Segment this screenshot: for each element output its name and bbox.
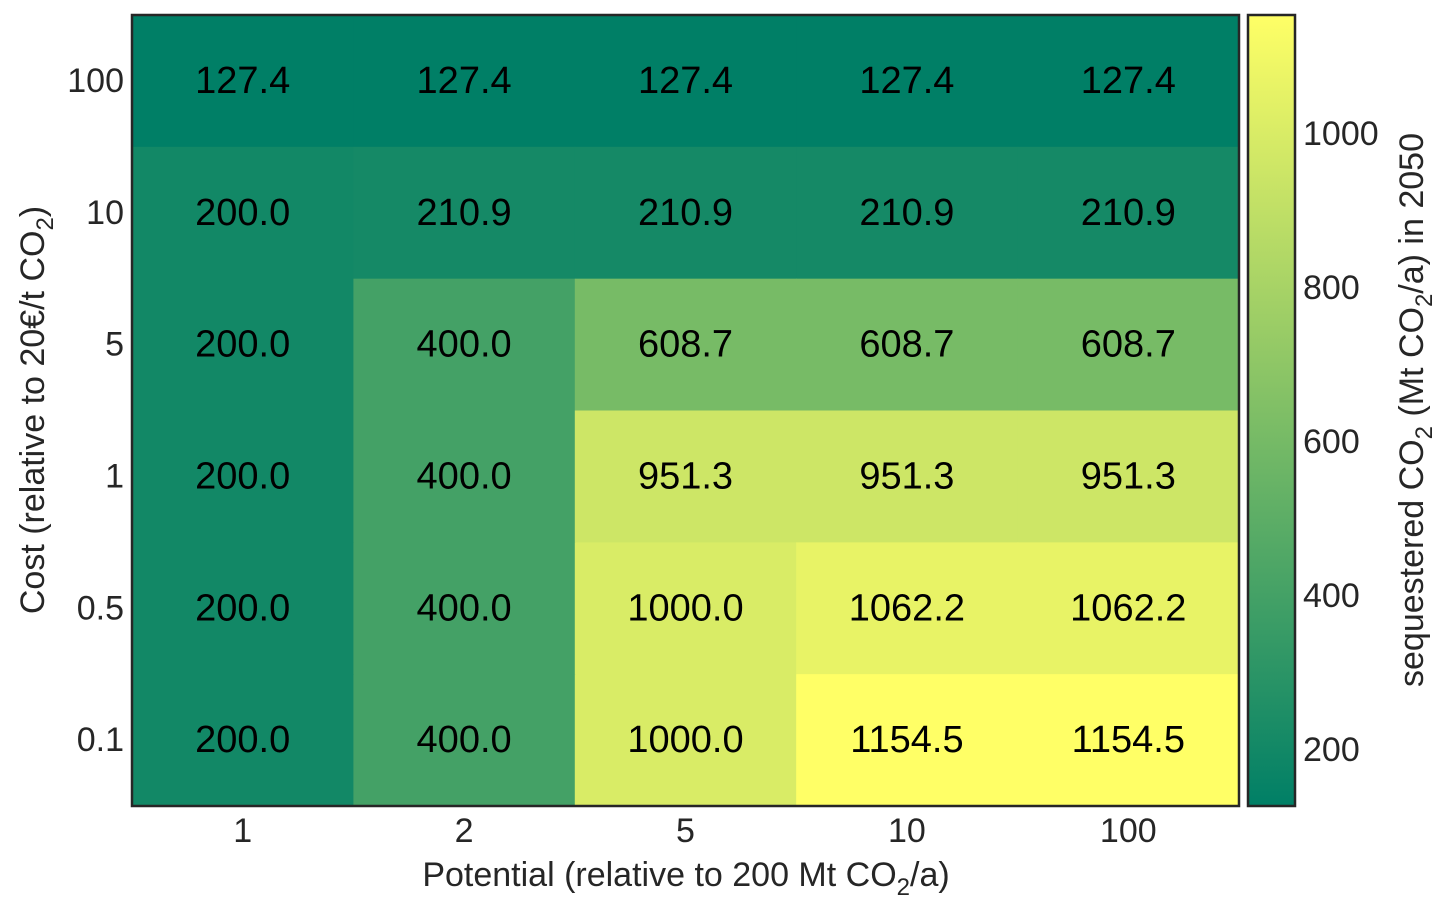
cell-value-label: 951.3 [1081, 455, 1176, 497]
heatmap-cell [353, 542, 576, 675]
heatmap-cell [574, 146, 797, 280]
heatmap-cells [132, 15, 1240, 807]
y-tick-label: 0.1 [77, 721, 124, 759]
cell-value-label: 400.0 [417, 587, 512, 629]
heatmap-cell [132, 146, 354, 280]
x-tick-labels: 1 2 5 10 100 [233, 812, 1156, 850]
cell-value-label: 608.7 [638, 324, 733, 366]
cell-value-label: 210.9 [638, 192, 733, 234]
cell-value-label: 127.4 [1081, 60, 1176, 102]
cell-value-label: 1154.5 [1072, 719, 1185, 761]
cell-value-labels: 127.4 127.4 127.4 127.4 127.4 200.0 210.9 210.9… [195, 60, 1186, 761]
cell-value-label: 210.9 [417, 192, 512, 234]
cell-value-label: 608.7 [1081, 324, 1176, 366]
heatmap-cell [574, 278, 797, 412]
heatmap-cell [796, 674, 1019, 807]
cell-value-label: 608.7 [859, 324, 954, 366]
x-tick-label: 10 [888, 812, 926, 850]
heatmap-cell [574, 410, 797, 543]
cell-value-label: 210.9 [859, 192, 954, 234]
cell-value-label: 1000.0 [627, 719, 743, 761]
heatmap-cell [132, 410, 354, 543]
x-axis-title: Potential (relative to 200 Mt CO2/a) [422, 856, 949, 901]
heatmap-cell [796, 542, 1019, 675]
cell-value-label: 210.9 [1081, 192, 1176, 234]
colorbar-tick-label: 800 [1303, 269, 1360, 307]
heatmap-cell [353, 674, 576, 807]
colorbar [1246, 13, 1297, 808]
y-tick-label: 1 [105, 457, 124, 495]
cell-value-label: 1000.0 [627, 587, 743, 629]
cell-value-label: 200.0 [195, 192, 290, 234]
heatmap-cell [353, 410, 576, 543]
colorbar-tick-label: 1000 [1303, 115, 1379, 153]
cell-value-label: 200.0 [195, 324, 290, 366]
cell-value-label: 951.3 [638, 455, 733, 497]
cell-value-label: 400.0 [417, 324, 512, 366]
heatmap-cell [1017, 15, 1240, 148]
heatmap-cell [132, 278, 354, 412]
plot-frame [130, 13, 1241, 808]
cell-value-label: 400.0 [417, 719, 512, 761]
heatmap-cell [353, 15, 576, 148]
cell-value-label: 127.4 [195, 60, 290, 102]
heatmap-cell [574, 542, 797, 675]
heatmap-cell [132, 15, 354, 148]
heatmap-cell [574, 674, 797, 807]
colorbar-tick-labels: 200 400 600 800 1000 [1303, 115, 1379, 769]
cell-value-label: 200.0 [195, 587, 290, 629]
y-tick-label: 100 [67, 62, 124, 100]
heatmap-cell [1017, 674, 1240, 807]
y-tick-label: 10 [86, 194, 124, 232]
y-tick-label: 0.5 [77, 589, 124, 627]
cell-value-label: 127.4 [638, 60, 733, 102]
x-tick-label: 1 [233, 812, 252, 850]
heatmap-cell [353, 146, 576, 280]
cell-value-label: 1062.2 [1070, 587, 1186, 629]
heatmap-cell [1017, 542, 1240, 675]
colorbar-tick-label: 200 [1303, 731, 1360, 769]
heatmap-cell [574, 15, 797, 148]
heatmap-cell [132, 542, 354, 675]
x-tick-label: 2 [455, 812, 474, 850]
cell-value-label: 200.0 [195, 719, 290, 761]
colorbar-tick-label: 600 [1303, 423, 1360, 461]
cell-value-label: 1062.2 [849, 587, 965, 629]
y-tick-labels: 100 10 5 1 0.5 0.1 [67, 62, 124, 759]
heatmap-cell [1017, 146, 1240, 280]
x-tick-label: 100 [1100, 812, 1157, 850]
y-axis-title: Cost (relative to 20€/t CO2) [14, 206, 59, 614]
cell-value-label: 127.4 [417, 60, 512, 102]
heatmap-cell [796, 278, 1019, 412]
cell-value-label: 200.0 [195, 455, 290, 497]
heatmap-cell [796, 410, 1019, 543]
heatmap-cell [132, 674, 354, 807]
colorbar-title: sequestered CO2 (Mt CO2/a) in 2050 [1393, 133, 1438, 687]
cell-value-label: 1154.5 [850, 719, 963, 761]
cell-value-label: 400.0 [417, 455, 512, 497]
heatmap-cell [796, 15, 1019, 148]
heatmap-cell [796, 146, 1019, 280]
heatmap-cell [1017, 410, 1240, 543]
x-tick-label: 5 [676, 812, 695, 850]
y-tick-label: 5 [105, 326, 124, 364]
colorbar-tick-label: 400 [1303, 577, 1360, 615]
cell-value-label: 951.3 [859, 455, 954, 497]
heatmap-cell [1017, 278, 1240, 412]
cell-value-label: 127.4 [859, 60, 954, 102]
heatmap-cell [353, 278, 576, 412]
